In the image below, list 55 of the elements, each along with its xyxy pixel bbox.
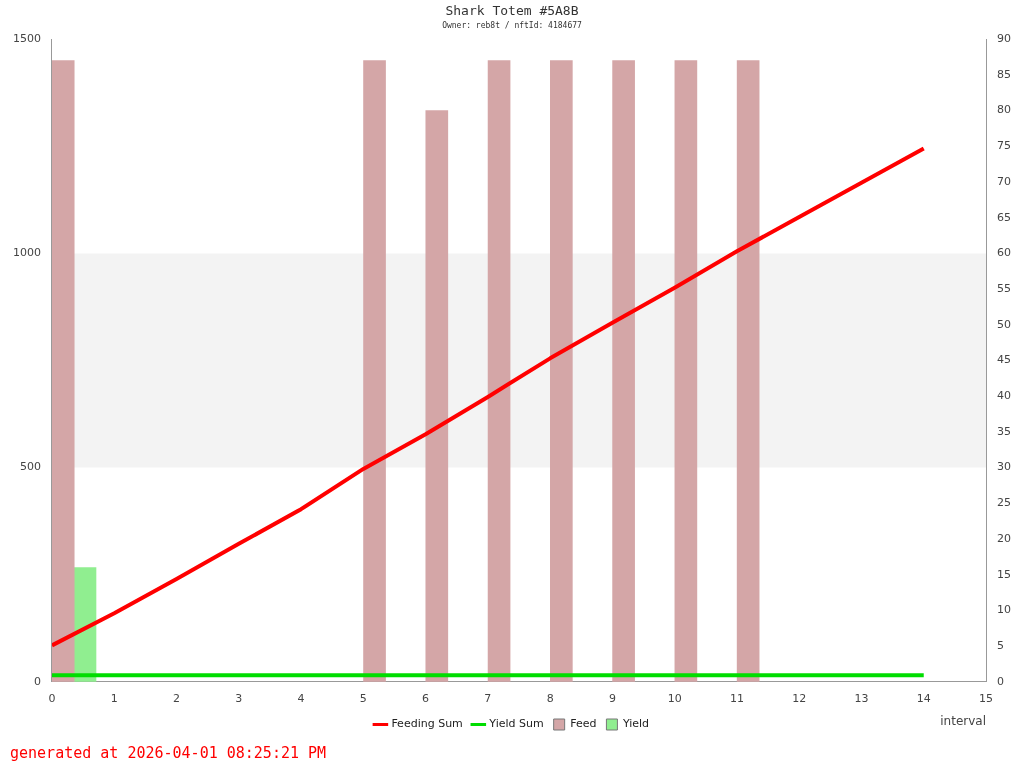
x-tick-label: 6 [422,692,430,706]
y2-tick-label: 30 [997,460,1011,474]
x-axis-title: interval [940,713,986,728]
bar [425,110,449,682]
y2-tick-label: 35 [997,424,1011,438]
x-tick-label: 0 [48,692,56,706]
x-tick-label: 8 [546,692,554,706]
y2-tick-label: 25 [997,496,1011,510]
x-tick-label: 5 [359,692,367,706]
x-tick-label: 10 [667,692,682,706]
x-tick-label: 3 [235,692,243,706]
bar [550,60,573,682]
y-tick-label: 0 [33,674,41,688]
y-tick-label: 1000 [12,246,41,260]
y2-tick-label: 85 [997,67,1011,81]
text: generated at 2026-04-01 08:25:21 PM [10,744,327,762]
y2-tick-label: 10 [997,603,1011,617]
y2-tick-label: 80 [997,103,1011,117]
x-tick-label: 11 [729,692,744,706]
bar [51,60,75,682]
bar [674,60,698,682]
x-tick-label: 15 [979,692,993,706]
y-tick-label: 1500 [12,32,41,46]
x-tick-label: 9 [608,692,616,706]
x-tick-label: 7 [484,692,492,706]
y-tick-label: 500 [19,460,41,474]
y2-tick-label: 5 [997,638,1004,652]
y2-tick-label: 70 [997,174,1011,188]
y2-tick-label: 55 [997,281,1011,295]
y2-tick-label: 50 [997,317,1011,331]
legend-label: Yield Sum [488,717,544,731]
legend-label: Feed [570,717,597,731]
y2-tick-label: 90 [997,32,1011,46]
y2-tick-label: 0 [997,674,1004,688]
y2-tick-label: 20 [997,531,1011,545]
y2-tick-label: 65 [997,210,1011,224]
bar [487,60,511,682]
chart-title: Shark Totem #5A8B [445,3,579,19]
bar [736,60,760,682]
legend-label: Feeding Sum [391,717,463,731]
x-tick-label: 2 [173,692,181,706]
bar [363,60,386,682]
x-tick-label: 12 [792,692,807,706]
y2-tick-label: 75 [997,139,1011,153]
y2-tick-label: 45 [997,353,1011,367]
x-tick-label: 1 [110,692,118,706]
x-tick-label: 4 [297,692,305,706]
y2-tick-label: 60 [997,246,1011,260]
y2-tick-label: 40 [997,389,1011,403]
y2-tick-label: 15 [997,567,1011,581]
x-tick-label: 14 [916,692,931,706]
x-tick-label: 13 [854,692,869,706]
bar [612,60,635,682]
legend-label: Yield [621,717,650,731]
chart-subtitle: Owner: reb8t / nftId: 4184677 [442,21,583,31]
